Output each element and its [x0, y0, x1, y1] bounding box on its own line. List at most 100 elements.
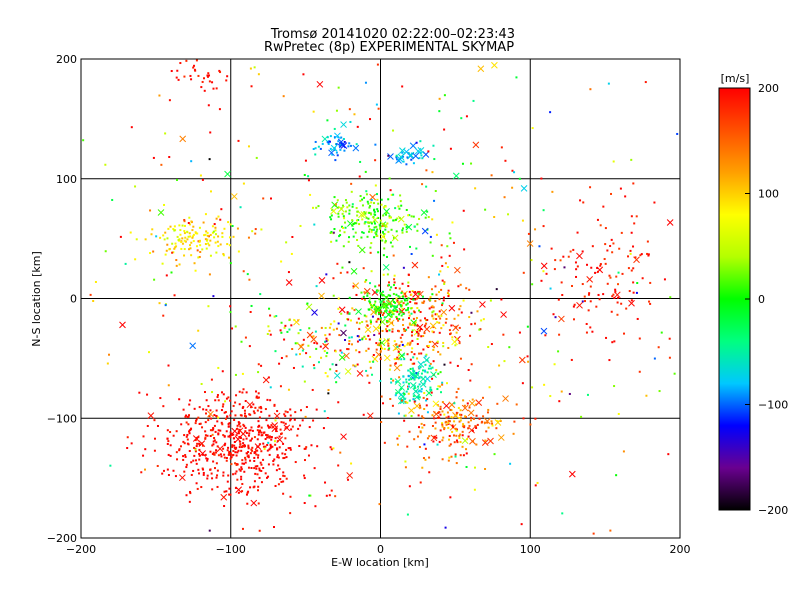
data-point [227, 221, 230, 224]
data-points [82, 59, 679, 535]
data-point [277, 456, 280, 459]
data-point [409, 342, 412, 345]
data-point [407, 385, 410, 388]
data-point [356, 340, 359, 343]
data-point [223, 411, 226, 414]
data-point [241, 459, 244, 462]
data-point [389, 216, 392, 219]
data-point [609, 529, 612, 532]
data-point-cross [239, 430, 247, 438]
data-point [584, 300, 587, 303]
data-point [379, 310, 382, 313]
data-point-cross [273, 412, 281, 420]
data-point [370, 228, 373, 231]
data-point [355, 321, 358, 324]
data-point-cross [409, 382, 417, 389]
data-point [649, 281, 652, 284]
data-point [336, 154, 339, 157]
data-point [653, 201, 656, 204]
data-point [172, 434, 175, 437]
data-point [229, 436, 232, 439]
data-point-cross [419, 375, 427, 383]
data-point [269, 443, 272, 446]
data-point [212, 230, 215, 233]
data-point [407, 273, 410, 276]
data-point [496, 402, 499, 405]
data-point [636, 282, 639, 285]
data-point [418, 376, 421, 379]
data-point [374, 143, 377, 146]
data-point [130, 126, 133, 129]
data-point [187, 235, 190, 238]
data-point [297, 332, 300, 335]
data-point [162, 314, 165, 317]
data-point [289, 447, 292, 450]
data-point [216, 420, 219, 423]
data-point [220, 455, 223, 458]
data-point [256, 429, 259, 432]
data-point [294, 461, 297, 464]
data-point [234, 472, 237, 475]
data-point [460, 117, 463, 120]
data-point [257, 433, 260, 436]
data-point [287, 447, 290, 450]
data-point [206, 238, 209, 241]
data-point [402, 327, 405, 330]
data-point-cross [340, 433, 347, 441]
data-point [560, 281, 563, 284]
data-point [368, 300, 371, 303]
data-point [408, 430, 411, 433]
data-point [195, 418, 198, 421]
colorbar-tick-label: 200 [758, 82, 779, 95]
data-point [409, 367, 412, 370]
data-point [213, 453, 216, 456]
data-point [284, 415, 287, 418]
data-point [241, 372, 244, 375]
data-point [424, 458, 427, 461]
data-point [332, 231, 335, 234]
data-point [167, 227, 170, 230]
data-point [412, 356, 415, 359]
data-point [412, 395, 415, 398]
data-point [441, 458, 444, 461]
data-point-cross [379, 233, 387, 240]
data-point [293, 418, 296, 421]
data-point [434, 427, 437, 430]
data-point [396, 437, 399, 440]
data-point [258, 406, 261, 409]
data-point [457, 387, 460, 390]
data-point [447, 293, 450, 296]
data-point [377, 317, 380, 320]
data-point [297, 427, 300, 430]
data-point [246, 502, 249, 505]
data-point [399, 303, 402, 306]
data-point [414, 298, 417, 301]
data-point [284, 437, 287, 440]
data-point [192, 233, 195, 236]
data-point [307, 179, 310, 182]
data-point [232, 235, 235, 238]
data-point [161, 472, 164, 475]
data-point [456, 428, 459, 431]
data-point-cross [340, 329, 347, 337]
data-point [407, 392, 410, 395]
data-point-cross [230, 193, 238, 200]
data-point [195, 245, 198, 248]
data-point [366, 292, 369, 295]
data-point [240, 475, 243, 478]
data-point [423, 392, 426, 395]
data-point [470, 363, 473, 366]
data-point [254, 228, 257, 231]
data-point [345, 201, 348, 204]
data-point [444, 526, 447, 529]
data-point [347, 145, 350, 148]
data-point [410, 252, 413, 255]
data-point [216, 240, 219, 243]
data-point [229, 399, 232, 402]
data-point [589, 326, 592, 329]
data-point [250, 467, 253, 470]
data-point [463, 426, 466, 429]
data-point-cross [360, 211, 368, 218]
data-point [426, 345, 429, 348]
data-point [134, 258, 137, 261]
